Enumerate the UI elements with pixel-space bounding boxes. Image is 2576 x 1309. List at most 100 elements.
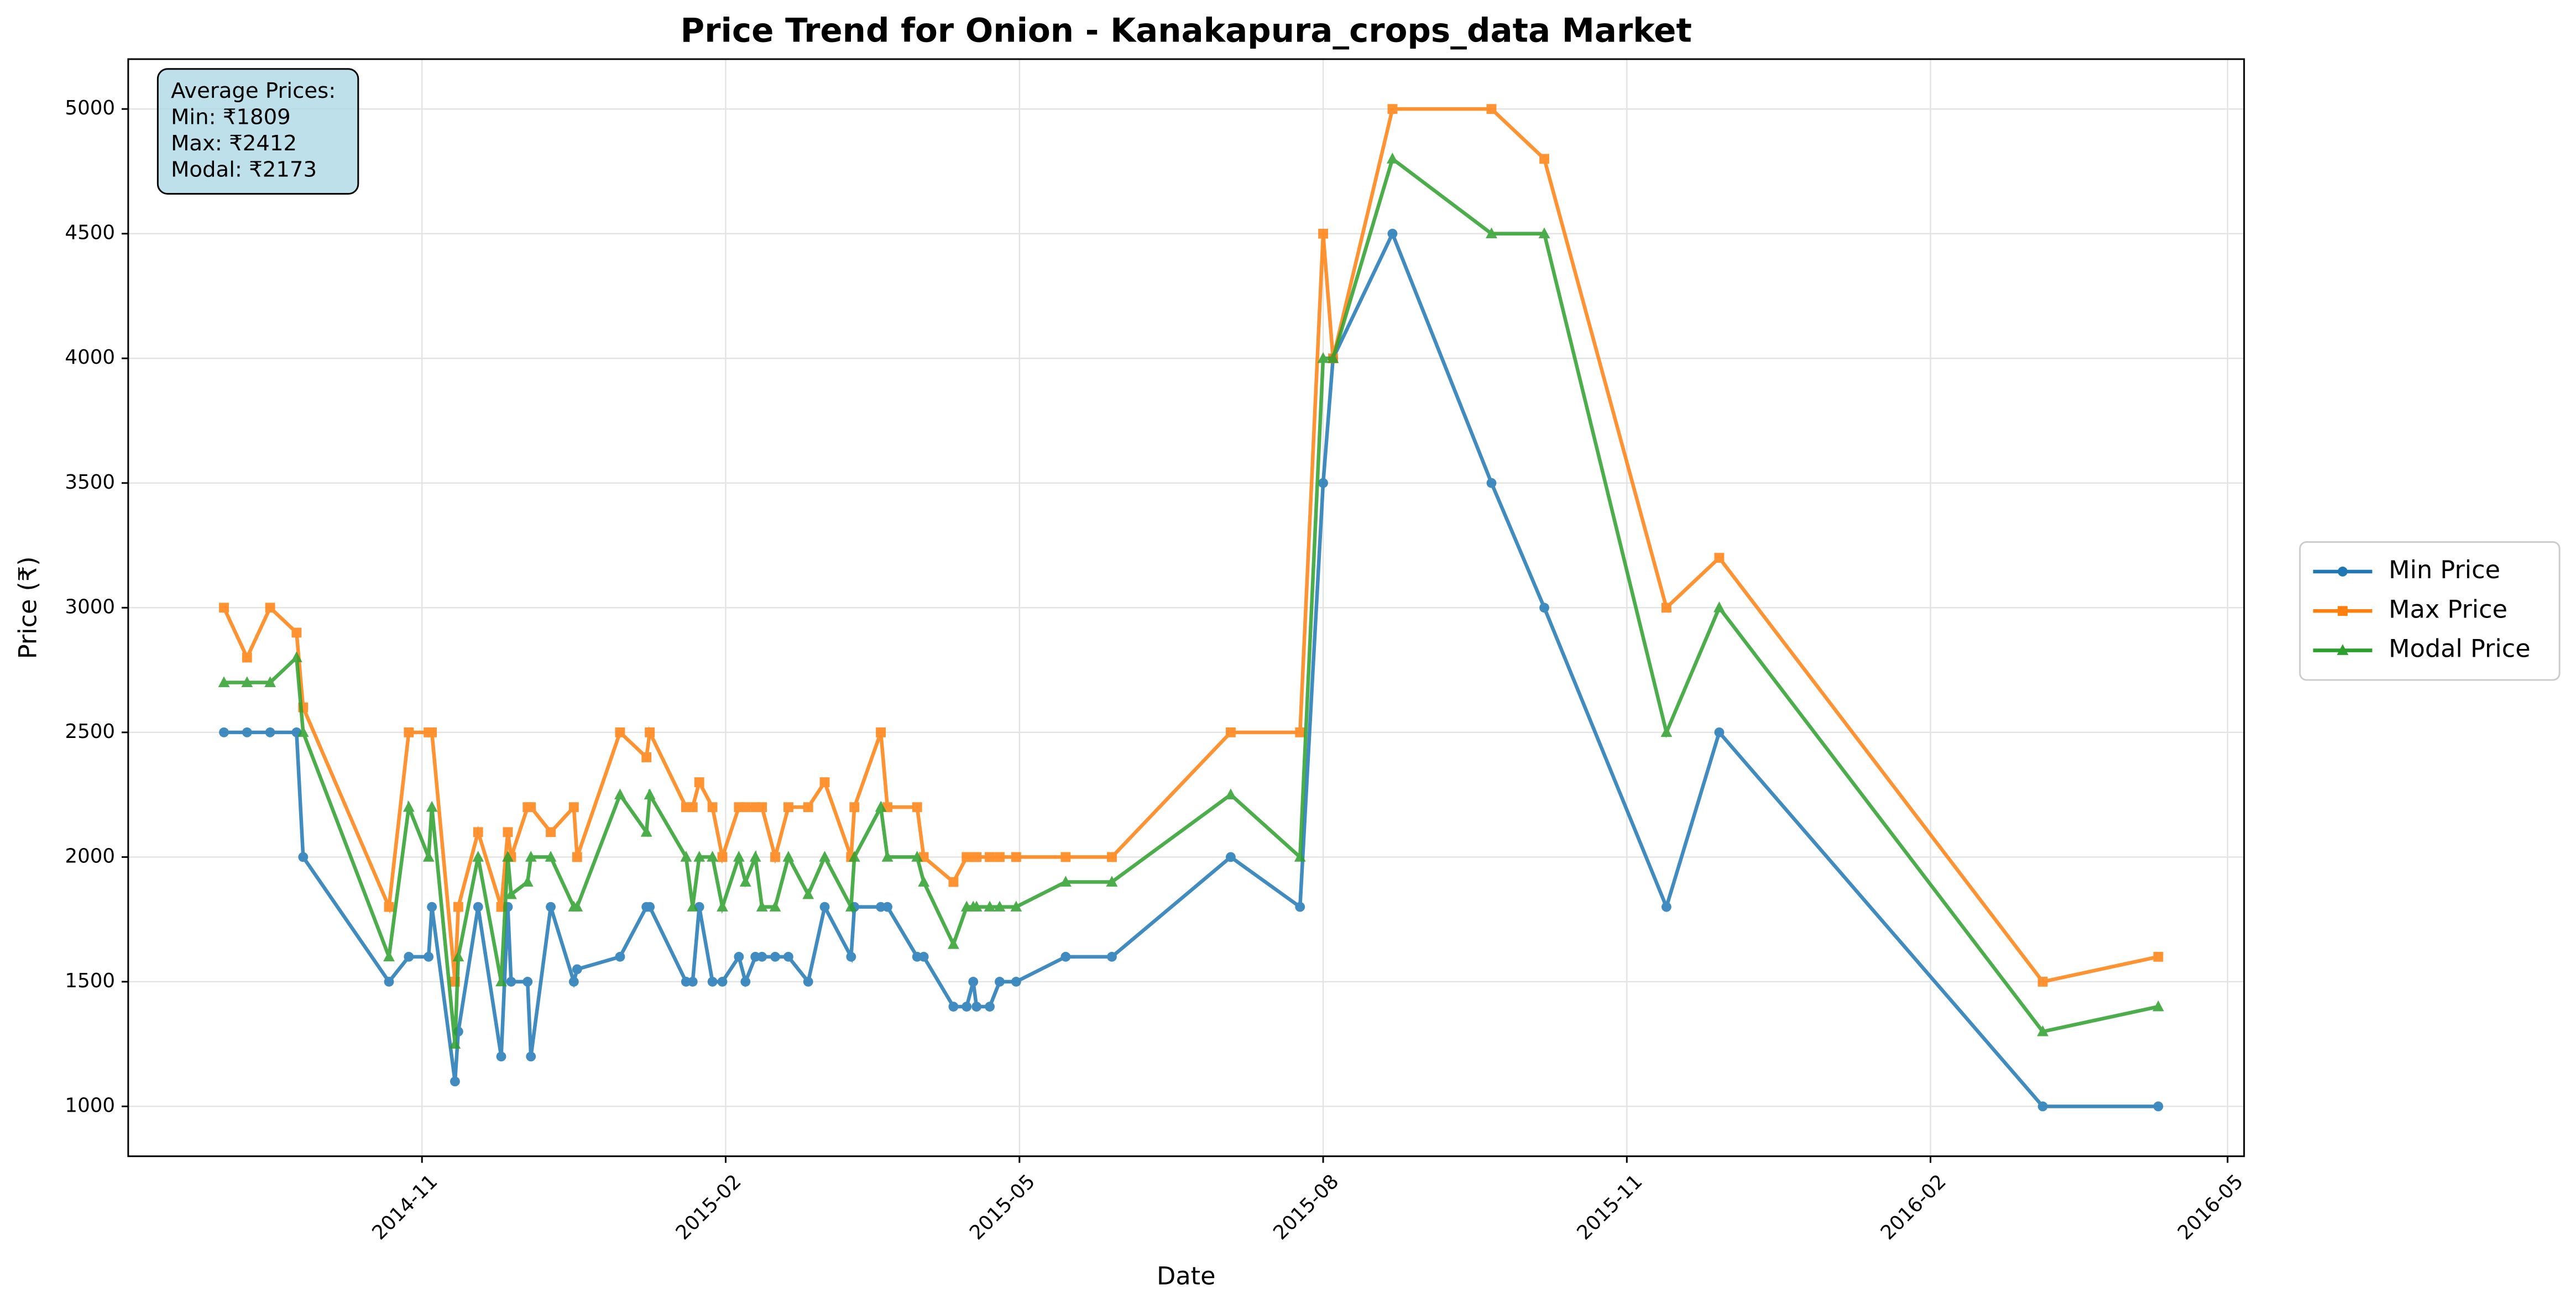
marker xyxy=(1713,601,1725,612)
marker xyxy=(707,802,718,813)
marker xyxy=(770,852,780,862)
marker xyxy=(819,851,830,862)
marker xyxy=(615,727,625,737)
marker xyxy=(641,752,652,762)
marker xyxy=(265,603,275,613)
marker xyxy=(522,977,533,987)
marker xyxy=(985,852,995,862)
marker xyxy=(918,951,929,962)
marker xyxy=(1060,852,1071,862)
marker xyxy=(265,727,275,737)
legend-label: Modal Price xyxy=(2389,635,2530,663)
marker xyxy=(614,788,626,799)
marker xyxy=(733,851,745,862)
marker xyxy=(384,977,394,987)
marker xyxy=(615,951,625,962)
series-line xyxy=(224,155,2159,1045)
chart-title: Price Trend for Onion - Kanakapura_crops… xyxy=(681,12,1692,50)
marker xyxy=(449,1038,461,1049)
marker xyxy=(298,852,309,862)
marker xyxy=(757,951,767,962)
marker xyxy=(1318,228,1328,239)
marker xyxy=(572,852,582,862)
marker xyxy=(1387,228,1398,239)
marker xyxy=(757,802,767,813)
marker xyxy=(707,851,718,862)
marker xyxy=(740,977,751,987)
marker xyxy=(2152,1000,2164,1012)
marker xyxy=(2037,1101,2048,1112)
marker xyxy=(740,802,751,813)
marker xyxy=(717,977,728,987)
marker xyxy=(521,876,534,887)
marker xyxy=(495,975,507,987)
marker xyxy=(503,827,513,837)
marker xyxy=(819,902,830,912)
annotation-box xyxy=(156,68,359,195)
y-tick-label: 3000 xyxy=(65,595,115,618)
marker xyxy=(427,902,437,912)
marker xyxy=(242,727,252,737)
marker xyxy=(769,900,781,912)
marker xyxy=(404,727,414,737)
marker xyxy=(1107,852,1117,862)
legend: Min Price Max Price Modal Price xyxy=(2299,541,2561,681)
marker xyxy=(568,802,579,813)
marker xyxy=(2337,644,2349,655)
marker xyxy=(846,951,856,962)
marker xyxy=(985,1002,995,1012)
marker xyxy=(707,977,718,987)
marker xyxy=(1327,352,1339,363)
marker xyxy=(526,802,536,813)
marker xyxy=(2153,951,2164,962)
marker xyxy=(383,950,395,962)
marker xyxy=(984,900,996,912)
marker xyxy=(2338,567,2348,577)
marker xyxy=(749,851,761,862)
marker xyxy=(1010,900,1022,912)
annotation-text: Average Prices: xyxy=(171,78,336,103)
y-tick-label: 3500 xyxy=(65,471,115,494)
marker xyxy=(882,902,892,912)
marker xyxy=(264,676,276,687)
marker xyxy=(568,977,579,987)
marker xyxy=(1387,104,1398,114)
marker xyxy=(876,727,886,737)
marker xyxy=(545,851,557,862)
marker xyxy=(687,900,699,912)
marker xyxy=(1538,227,1550,239)
series xyxy=(218,153,2164,1049)
y-tick-label: 4000 xyxy=(65,346,115,369)
marker xyxy=(819,777,830,787)
marker xyxy=(1486,478,1497,488)
marker xyxy=(734,951,744,962)
marker xyxy=(219,727,229,737)
marker xyxy=(645,902,655,912)
marker xyxy=(971,1002,982,1012)
marker xyxy=(1714,727,1725,737)
marker xyxy=(995,852,1005,862)
marker xyxy=(502,851,514,862)
marker xyxy=(962,1002,972,1012)
marker xyxy=(1539,154,1549,164)
x-axis-label: Date xyxy=(1157,1262,1215,1291)
marker xyxy=(875,800,887,812)
y-axis-label: Price (₹) xyxy=(14,556,43,659)
marker xyxy=(472,851,484,862)
marker xyxy=(783,951,793,962)
marker xyxy=(384,902,394,912)
marker xyxy=(526,1051,536,1062)
marker xyxy=(756,900,768,912)
marker xyxy=(918,876,930,887)
y-tick-label: 5000 xyxy=(65,97,115,119)
marker xyxy=(241,676,253,687)
marker xyxy=(770,951,780,962)
y-tick-label: 4500 xyxy=(65,222,115,244)
marker xyxy=(1661,902,1671,912)
marker xyxy=(473,827,483,837)
marker xyxy=(453,902,463,912)
marker xyxy=(680,851,692,862)
marker xyxy=(546,827,556,837)
marker xyxy=(242,652,252,663)
